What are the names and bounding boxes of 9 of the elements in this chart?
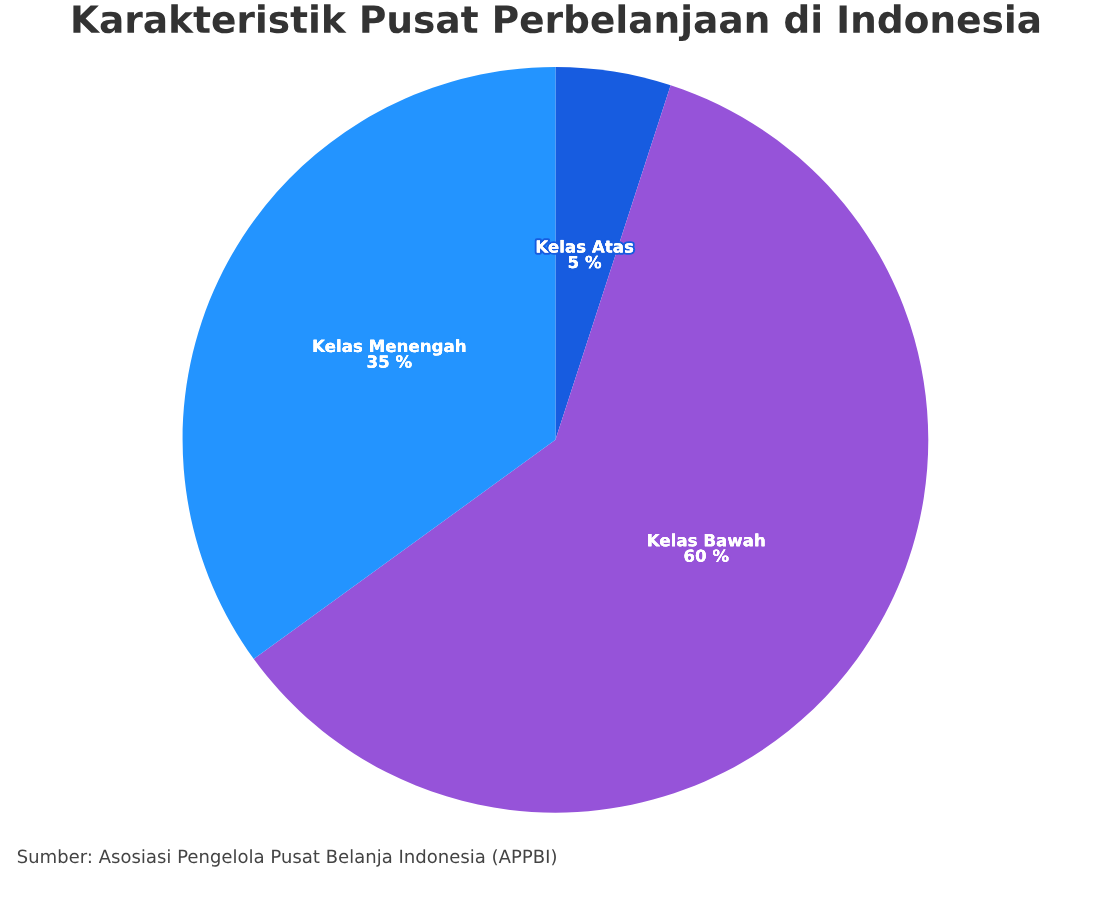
text: Sumber: Asosiasi Pengelola Pusat Belanja Indonesia (APPBI): [17, 849, 556, 867]
slice-label: Kelas Bawah: [648, 533, 765, 547]
pie-slice: [253, 85, 929, 813]
data-label: 5 %: [568, 255, 602, 269]
slice-label: Kelas Menengah: [313, 339, 466, 356]
data-label: 35 %: [367, 355, 412, 368]
chart-title: Karakteristik Pusat Perbelanjaan di Indonesia: [73, 4, 1040, 41]
slice-label: Kelas Atas: [536, 239, 634, 253]
data-label: 60 %: [684, 549, 729, 562]
